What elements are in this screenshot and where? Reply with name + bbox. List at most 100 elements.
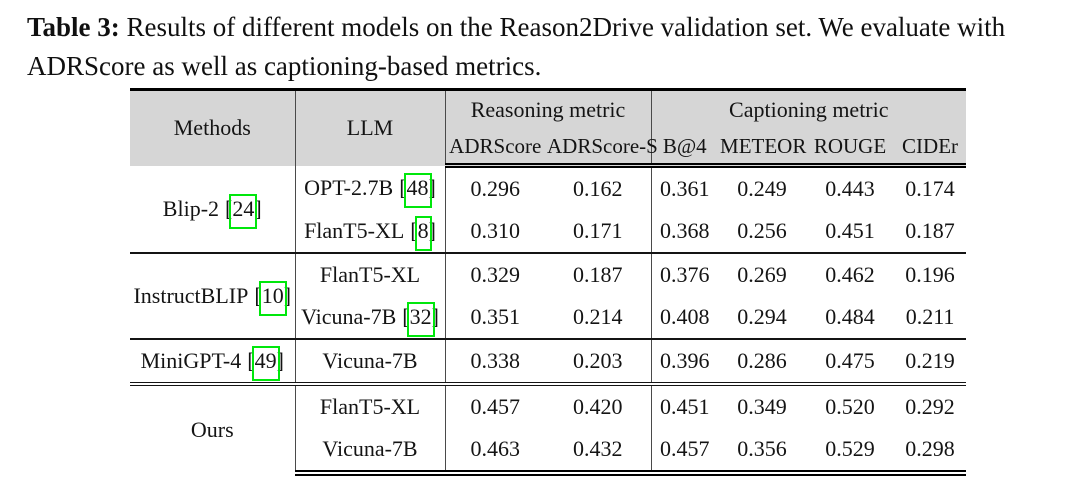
- metric-value-meteor: 0.269: [718, 252, 807, 296]
- metric-value-adrscore: 0.457: [445, 382, 545, 428]
- metric-value-meteor: 0.286: [718, 338, 807, 384]
- metric-value-adrscore: 0.310: [445, 210, 545, 253]
- caption-text-line2: with ADRScore as well as captioning-base…: [27, 12, 1006, 81]
- citation-link-10[interactable]: [10]: [254, 281, 292, 316]
- bracket-close: ]: [431, 304, 439, 329]
- metric-value-cider: 0.196: [894, 252, 967, 296]
- citation-link-24[interactable]: [24]: [225, 193, 262, 229]
- metric-value-adrscore-s: 0.214: [545, 296, 652, 339]
- citation-number[interactable]: 8: [414, 216, 432, 251]
- column-header-methods: Methods: [130, 88, 295, 166]
- citation-link-8[interactable]: [8]: [410, 216, 436, 251]
- metric-value-b4: 0.457: [650, 428, 719, 476]
- metric-value-adrscore-s: 0.420: [545, 382, 652, 428]
- table-row-instructblip-flant5: InstructBLIP [10] FlanT5-XL 0.329 0.187 0…: [130, 252, 967, 339]
- group-header-captioning-metric: Captioning metric: [651, 88, 967, 129]
- bracket-close: ]: [254, 195, 262, 221]
- metric-value-adrscore-s: 0.171: [545, 210, 652, 253]
- metric-value-adrscore-s: 0.203: [545, 338, 652, 384]
- citation-link-49[interactable]: [49]: [247, 346, 284, 381]
- column-header-b4: B@4: [651, 129, 719, 168]
- table-row-ours-flant5: Ours FlanT5-XL 0.457 0.420 0.451 0.349 0…: [130, 382, 967, 473]
- bracket-close: ]: [283, 283, 292, 308]
- column-header-adrscore-s: ADRScore-S: [545, 129, 658, 168]
- citation-number[interactable]: 48: [403, 172, 432, 208]
- table-row-minigpt4-vicuna: MiniGPT-4 [49] Vicuna-7B 0.338 0.203 0.39…: [130, 338, 967, 384]
- table-caption: Table 3: Results of different models on …: [27, 8, 1072, 86]
- metric-value-cider: 0.174: [894, 165, 967, 210]
- metric-value-meteor: 0.294: [718, 296, 807, 339]
- metric-value-cider: 0.187: [894, 210, 967, 253]
- method-cell-minigpt4: MiniGPT-4 [49]: [130, 338, 295, 384]
- metric-value-rouge: 0.520: [806, 382, 895, 428]
- citation-number[interactable]: 49: [251, 346, 280, 381]
- bracket-open: [: [399, 174, 407, 200]
- llm-name: Vicuna-7B: [301, 304, 397, 329]
- metric-value-b4: 0.368: [650, 210, 719, 253]
- metric-value-adrscore-s: 0.187: [545, 252, 652, 296]
- bracket-open: [: [247, 348, 255, 373]
- caption-text-line1: Results of different models on the Reaso…: [126, 12, 951, 42]
- table-row-blip2-flant5: FlanT5-XL [8] 0.310 0.171 0.368 0.256 0.4…: [130, 210, 967, 253]
- table-row-instructblip-vicuna: Vicuna-7B [32] 0.351 0.214 0.408 0.294 0.…: [130, 296, 967, 339]
- citation-number[interactable]: 32: [406, 302, 435, 337]
- table-row-ours-vicuna: Vicuna-7B 0.463 0.432 0.457 0.356 0.529 …: [130, 428, 967, 476]
- metric-value-cider: 0.219: [894, 338, 967, 384]
- metric-value-b4: 0.396: [650, 338, 719, 384]
- method-cell-ours: Ours: [130, 382, 295, 473]
- llm-cell: Vicuna-7B: [294, 338, 446, 384]
- metric-value-b4: 0.376: [650, 252, 719, 296]
- method-name: Blip-2: [162, 195, 220, 221]
- metric-value-cider: 0.298: [894, 428, 967, 476]
- column-header-rouge: ROUGE: [806, 129, 895, 168]
- citation-link-32[interactable]: [32]: [402, 302, 439, 337]
- bracket-close: ]: [428, 174, 436, 200]
- metric-value-cider: 0.292: [894, 382, 967, 428]
- results-table: Methods LLM Reasoning metric Captioning …: [130, 88, 967, 476]
- llm-cell: Vicuna-7B [32]: [294, 296, 446, 339]
- llm-cell: FlanT5-XL: [294, 382, 446, 428]
- metric-value-adrscore-s: 0.432: [545, 428, 652, 476]
- citation-link-48[interactable]: [48]: [399, 172, 436, 208]
- metric-value-b4: 0.408: [650, 296, 719, 339]
- metric-value-rouge: 0.462: [806, 252, 895, 296]
- column-header-cider: CIDEr: [894, 129, 967, 168]
- metric-value-rouge: 0.529: [806, 428, 895, 476]
- column-header-llm: LLM: [294, 88, 446, 166]
- metric-value-rouge: 0.475: [806, 338, 895, 384]
- metric-value-meteor: 0.249: [718, 165, 807, 210]
- header-row-groups: Methods LLM Reasoning metric Captioning …: [130, 88, 967, 166]
- caption-label: Table 3:: [27, 12, 120, 42]
- method-cell-instructblip: InstructBLIP [10]: [130, 252, 295, 339]
- bracket-close: ]: [276, 348, 284, 373]
- group-header-reasoning-metric: Reasoning metric: [445, 88, 652, 129]
- metric-value-adrscore-s: 0.162: [545, 165, 652, 210]
- llm-cell: FlanT5-XL [8]: [294, 210, 446, 253]
- bracket-open: [: [410, 218, 418, 243]
- citation-number[interactable]: 10: [258, 281, 287, 316]
- llm-name: FlanT5-XL: [319, 262, 421, 287]
- metric-value-rouge: 0.443: [806, 165, 895, 210]
- bracket-close: ]: [428, 218, 436, 243]
- llm-name: Vicuna-7B: [322, 436, 418, 461]
- metric-value-adrscore: 0.329: [445, 252, 545, 296]
- metric-value-adrscore: 0.338: [445, 338, 545, 384]
- citation-number[interactable]: 24: [229, 193, 258, 229]
- column-header-meteor: METEOR: [718, 129, 806, 168]
- metric-value-rouge: 0.484: [806, 296, 895, 339]
- metric-value-cider: 0.211: [894, 296, 967, 339]
- metric-value-adrscore: 0.351: [445, 296, 545, 339]
- llm-name: FlanT5-XL: [319, 394, 421, 419]
- metric-value-b4: 0.451: [650, 382, 719, 428]
- method-name: Ours: [190, 416, 234, 442]
- llm-name: FlanT5-XL: [304, 218, 405, 243]
- bracket-open: [: [225, 195, 233, 221]
- llm-cell: Vicuna-7B: [294, 428, 446, 476]
- metric-value-meteor: 0.356: [718, 428, 807, 476]
- llm-name: Vicuna-7B: [322, 348, 418, 373]
- llm-cell: FlanT5-XL: [294, 252, 446, 296]
- table-row-blip2-opt: Blip-2 [24] OPT-2.7B [48] 0.296 0.162 0.36…: [130, 165, 967, 253]
- bracket-open: [: [254, 283, 262, 308]
- bracket-open: [: [402, 304, 410, 329]
